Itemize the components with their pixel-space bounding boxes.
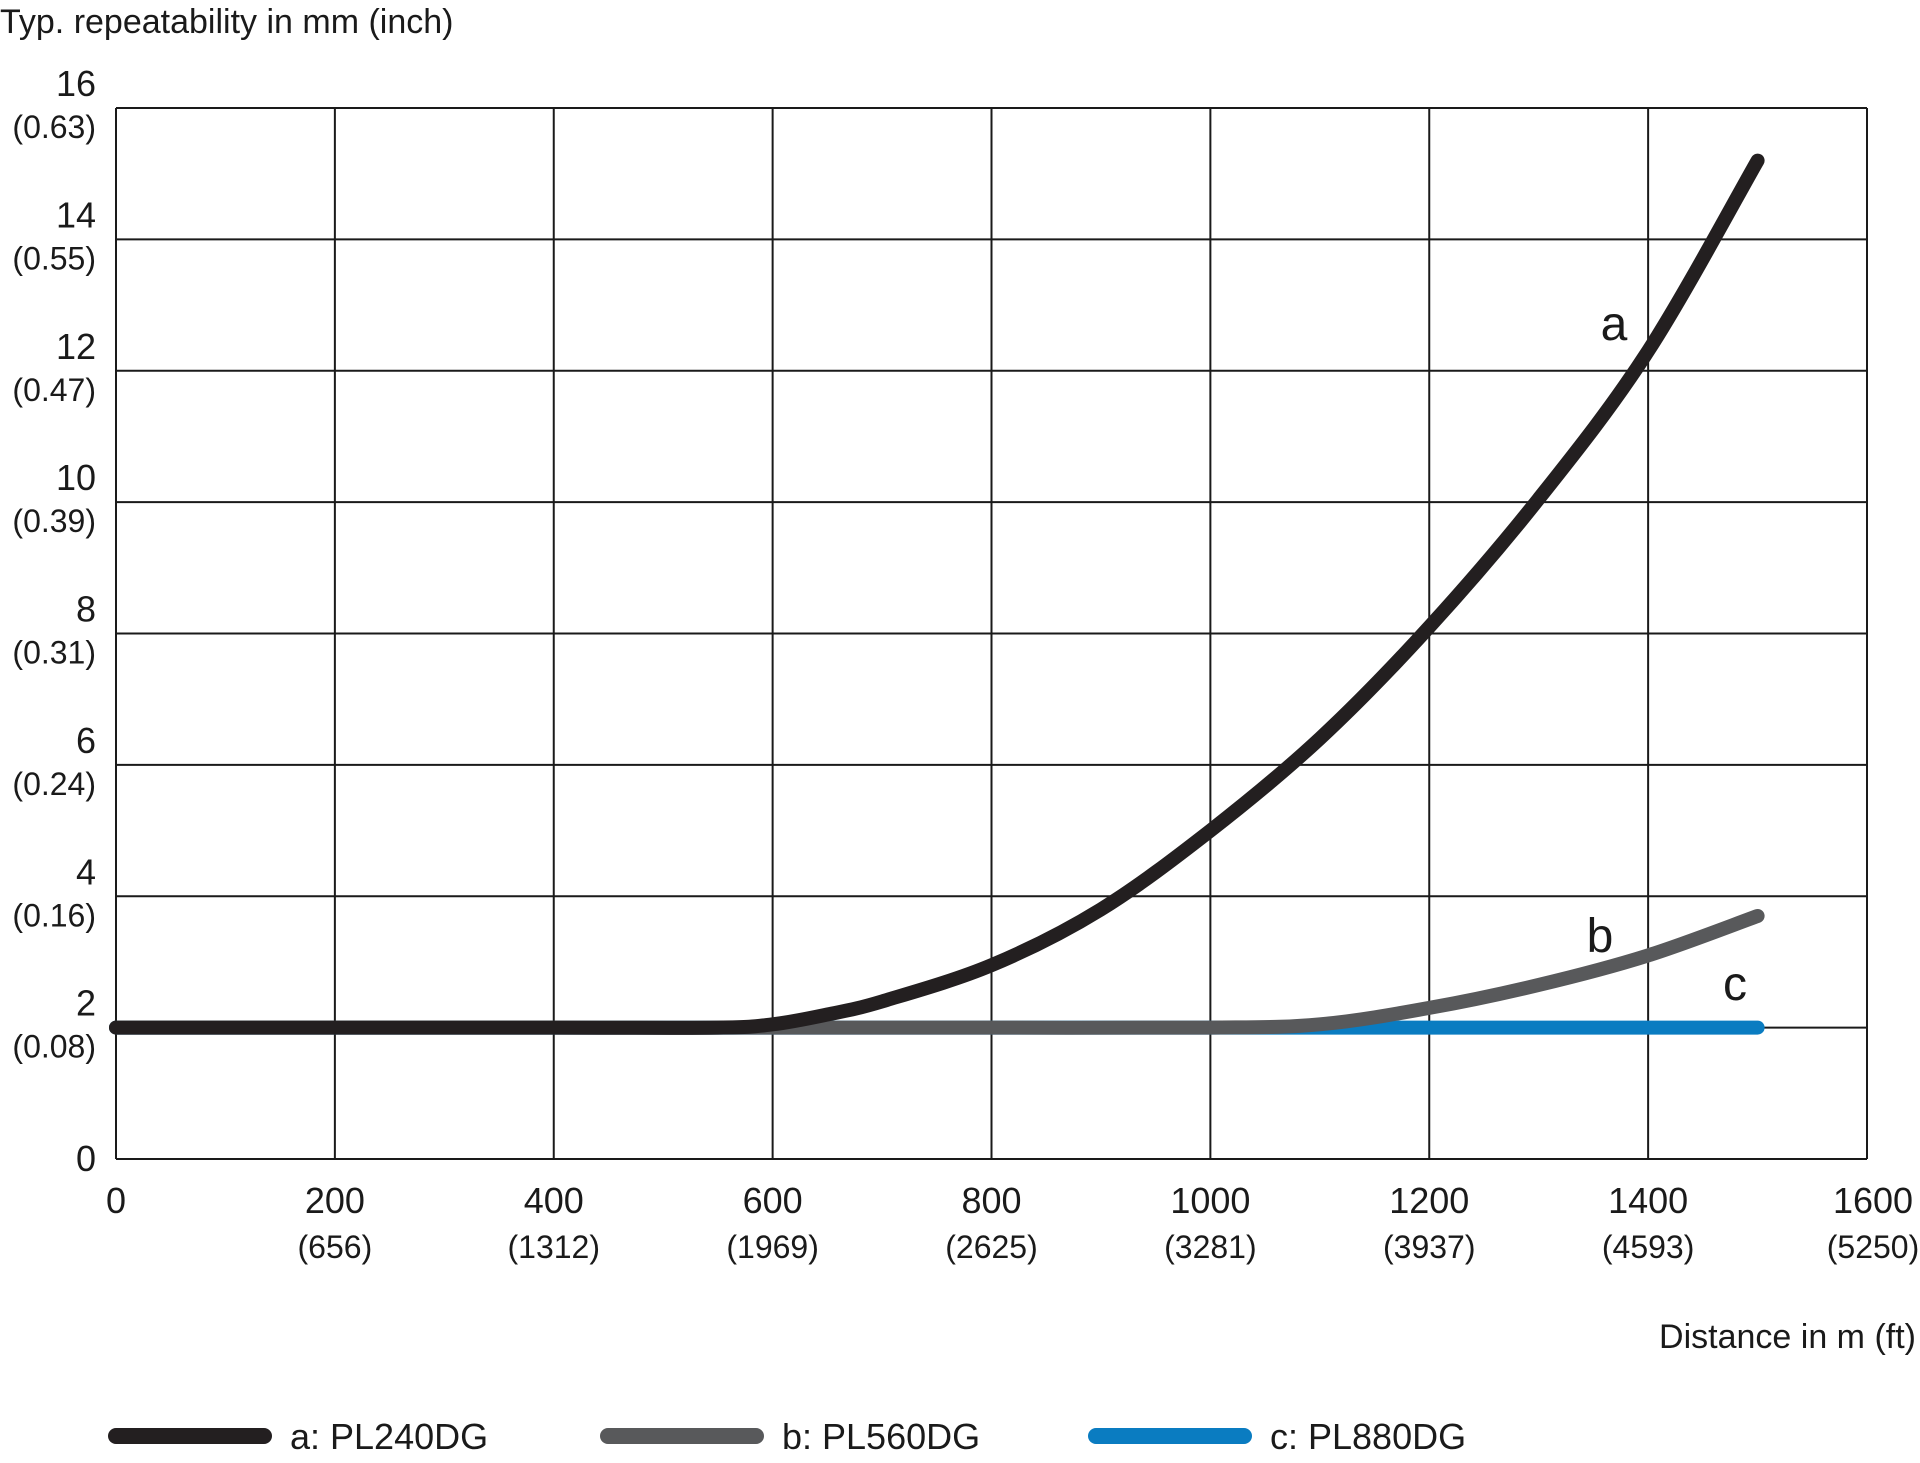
y-tick-label: 6 xyxy=(76,720,96,761)
y-tick-label: 16 xyxy=(56,63,96,104)
x-tick-label: 1400 xyxy=(1608,1180,1688,1221)
curve-label-b: b xyxy=(1587,910,1614,963)
series-lines xyxy=(109,153,1765,1035)
x-tick-label: 800 xyxy=(961,1180,1021,1221)
legend-label-b: b: PL560DG xyxy=(782,1416,980,1457)
x-tick-label: 400 xyxy=(524,1180,584,1221)
y-tick-sublabel: (0.08) xyxy=(12,1029,96,1065)
y-tick-sublabel: (0.47) xyxy=(12,372,96,408)
series-line-a xyxy=(109,153,1765,1035)
y-tick-sublabel: (0.16) xyxy=(12,897,96,933)
y-tick-label: 2 xyxy=(76,983,96,1024)
series-line-b xyxy=(109,909,1765,1035)
legend-label-a: a: PL240DG xyxy=(290,1416,488,1457)
x-tick-label: 600 xyxy=(743,1180,803,1221)
x-tick-sublabel: (4593) xyxy=(1602,1229,1695,1265)
x-tick-sublabel: (2625) xyxy=(945,1229,1038,1265)
curve-labels: a b c xyxy=(1587,298,1747,1011)
x-tick-sublabel: (1969) xyxy=(726,1229,819,1265)
x-axis-title: Distance in m (ft) xyxy=(1659,1318,1916,1356)
curve-label-a: a xyxy=(1601,298,1628,351)
tick-labels: 0 200 (656) 400 (1312) 600 (1969) 800 (2625) 1000… xyxy=(12,63,1919,1265)
y-tick-label: 4 xyxy=(76,851,96,892)
curve-label-c: c xyxy=(1723,958,1747,1011)
x-tick-label: 1000 xyxy=(1170,1180,1250,1221)
y-tick-sublabel: (0.31) xyxy=(12,635,96,671)
y-tick-label: 14 xyxy=(56,194,96,235)
y-tick-label: 12 xyxy=(56,326,96,367)
x-tick-label: 1600 xyxy=(1833,1180,1913,1221)
y-axis-title: Typ. repeatability in mm (inch) xyxy=(0,3,454,41)
y-tick-label: 8 xyxy=(76,589,96,630)
x-tick-sublabel: (5250) xyxy=(1827,1229,1920,1265)
x-tick-label: 200 xyxy=(305,1180,365,1221)
y-tick-label: 0 xyxy=(76,1138,96,1179)
y-tick-sublabel: (0.39) xyxy=(12,503,96,539)
y-tick-sublabel: (0.24) xyxy=(12,766,96,802)
y-tick-label: 10 xyxy=(56,457,96,498)
x-tick-label: 0 xyxy=(106,1180,126,1221)
y-tick-sublabel: (0.55) xyxy=(12,240,96,276)
x-tick-sublabel: (656) xyxy=(298,1229,373,1265)
x-tick-sublabel: (1312) xyxy=(508,1229,601,1265)
x-tick-label: 1200 xyxy=(1389,1180,1469,1221)
legend-label-c: c: PL880DG xyxy=(1270,1416,1466,1457)
x-tick-sublabel: (3937) xyxy=(1383,1229,1476,1265)
x-tick-sublabel: (3281) xyxy=(1164,1229,1257,1265)
grid xyxy=(115,107,1868,1160)
y-tick-sublabel: (0.63) xyxy=(12,109,96,145)
legend: a: PL240DG b: PL560DG c: PL880DG xyxy=(108,1416,1466,1457)
